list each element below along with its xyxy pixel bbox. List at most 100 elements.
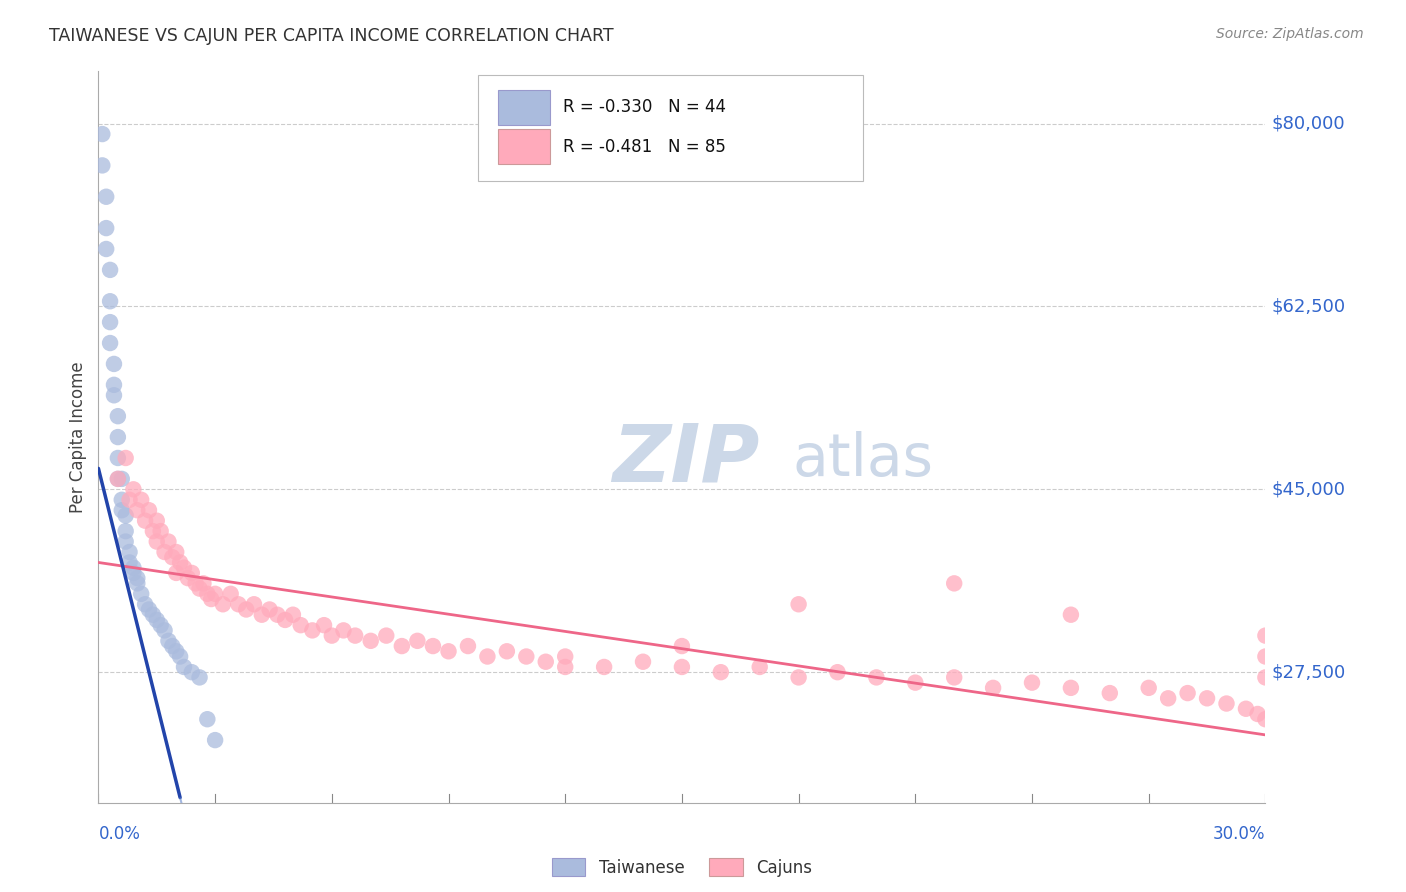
Point (904, 675, 927, 690)
Point (391, 639, 413, 653)
Point (1254, 712, 1277, 726)
Point (134, 514, 156, 528)
Point (943, 576, 966, 591)
Text: ZIP: ZIP (612, 420, 759, 498)
Point (1215, 697, 1237, 711)
Point (111, 492, 134, 507)
Point (107, 472, 129, 486)
Point (114, 534, 136, 549)
Point (281, 607, 304, 622)
Point (1021, 675, 1043, 690)
Text: $45,000: $45,000 (1271, 480, 1346, 499)
Point (173, 660, 195, 674)
Point (312, 618, 335, 632)
Point (165, 566, 187, 580)
Point (360, 633, 382, 648)
Point (107, 430, 129, 444)
Point (259, 602, 281, 616)
Point (146, 514, 169, 528)
Point (290, 618, 312, 632)
Point (1234, 702, 1257, 716)
Text: TAIWANESE VS CAJUN PER CAPITA INCOME CORRELATION CHART: TAIWANESE VS CAJUN PER CAPITA INCOME COR… (49, 27, 614, 45)
Point (332, 624, 354, 638)
Point (593, 660, 616, 674)
Point (142, 524, 165, 538)
Point (212, 597, 235, 611)
Point (118, 545, 141, 559)
Point (180, 665, 202, 680)
Point (122, 560, 145, 574)
Point (943, 670, 966, 684)
Point (127, 576, 149, 591)
Point (671, 639, 693, 653)
Point (1195, 691, 1218, 706)
Point (169, 556, 191, 570)
Point (250, 607, 273, 622)
Point (1254, 670, 1277, 684)
Point (138, 503, 160, 517)
Point (422, 639, 444, 653)
Point (671, 660, 693, 674)
Point (631, 655, 654, 669)
Point (981, 681, 1004, 695)
Point (188, 670, 211, 684)
Point (91, 127, 114, 141)
Point (1254, 629, 1277, 643)
Point (107, 409, 129, 424)
Point (162, 550, 184, 565)
Point (146, 613, 169, 627)
Y-axis label: Per Capita Income: Per Capita Income (69, 361, 87, 513)
Point (142, 607, 165, 622)
Point (204, 733, 226, 747)
Point (184, 576, 207, 591)
Point (554, 649, 576, 664)
Point (169, 649, 191, 664)
Point (107, 472, 129, 486)
Point (195, 587, 218, 601)
Point (787, 597, 810, 611)
Point (375, 629, 398, 643)
FancyBboxPatch shape (478, 75, 863, 181)
Point (1137, 681, 1160, 695)
Legend: Taiwanese, Cajuns: Taiwanese, Cajuns (546, 852, 818, 883)
Bar (498, 129, 550, 164)
Point (1060, 681, 1083, 695)
Text: R = -0.330   N = 44: R = -0.330 N = 44 (562, 98, 725, 116)
Point (1246, 706, 1268, 721)
Point (235, 602, 257, 616)
Point (1098, 686, 1121, 700)
Point (180, 566, 202, 580)
Point (134, 597, 156, 611)
Text: $80,000: $80,000 (1271, 114, 1344, 133)
Point (406, 633, 429, 648)
Bar (498, 89, 550, 125)
Point (437, 644, 460, 658)
Text: 0.0%: 0.0% (98, 825, 141, 843)
Point (193, 576, 215, 591)
Point (138, 602, 160, 616)
Point (1177, 686, 1199, 700)
Point (195, 712, 218, 726)
Point (554, 660, 576, 674)
Point (865, 670, 887, 684)
Point (98, 263, 121, 277)
Point (200, 592, 222, 607)
Point (127, 571, 149, 585)
Point (98, 336, 121, 351)
Point (710, 665, 733, 680)
Point (114, 524, 136, 538)
Point (188, 582, 211, 596)
Point (157, 534, 180, 549)
Point (162, 639, 184, 653)
Point (495, 644, 517, 658)
Point (266, 607, 288, 622)
Point (165, 644, 187, 658)
Point (243, 597, 266, 611)
Point (515, 649, 537, 664)
Point (1157, 691, 1180, 706)
Point (157, 633, 180, 648)
Point (321, 629, 343, 643)
Point (98, 315, 121, 329)
Text: 30.0%: 30.0% (1213, 825, 1265, 843)
Point (457, 639, 479, 653)
